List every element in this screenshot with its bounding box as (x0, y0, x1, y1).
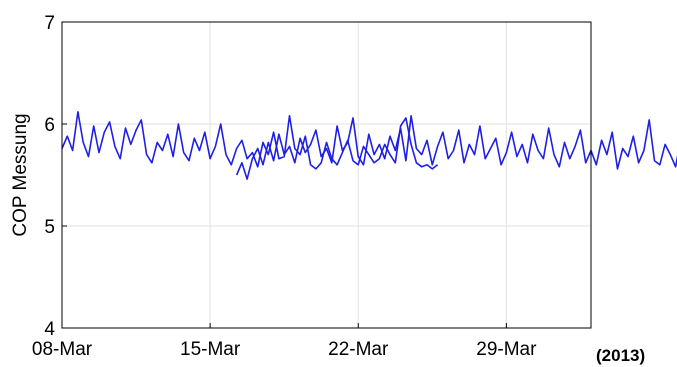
x-tick-label: 22-Mar (328, 339, 389, 360)
y-tick-label: 6 (44, 115, 55, 136)
y-tick-label: 5 (44, 217, 55, 238)
y-axis-ticks: 4 5 6 7 (44, 13, 67, 340)
y-tick-label: 7 (44, 13, 55, 34)
x-axis-ticks: 08-Mar 15-Mar 22-Mar 29-Mar (32, 323, 537, 360)
cop-line-segment (235, 115, 677, 180)
cop-line-segment (61, 111, 439, 170)
x-tick-label: 29-Mar (476, 339, 537, 360)
y-axis-title: COP Messung (10, 113, 31, 236)
x-tick-label: 15-Mar (180, 339, 241, 360)
cop-series (61, 111, 677, 180)
year-note: (2013) (596, 346, 645, 365)
y-tick-label: 4 (44, 319, 55, 340)
x-tick-label: 08-Mar (32, 339, 93, 360)
plot-frame (61, 21, 592, 329)
